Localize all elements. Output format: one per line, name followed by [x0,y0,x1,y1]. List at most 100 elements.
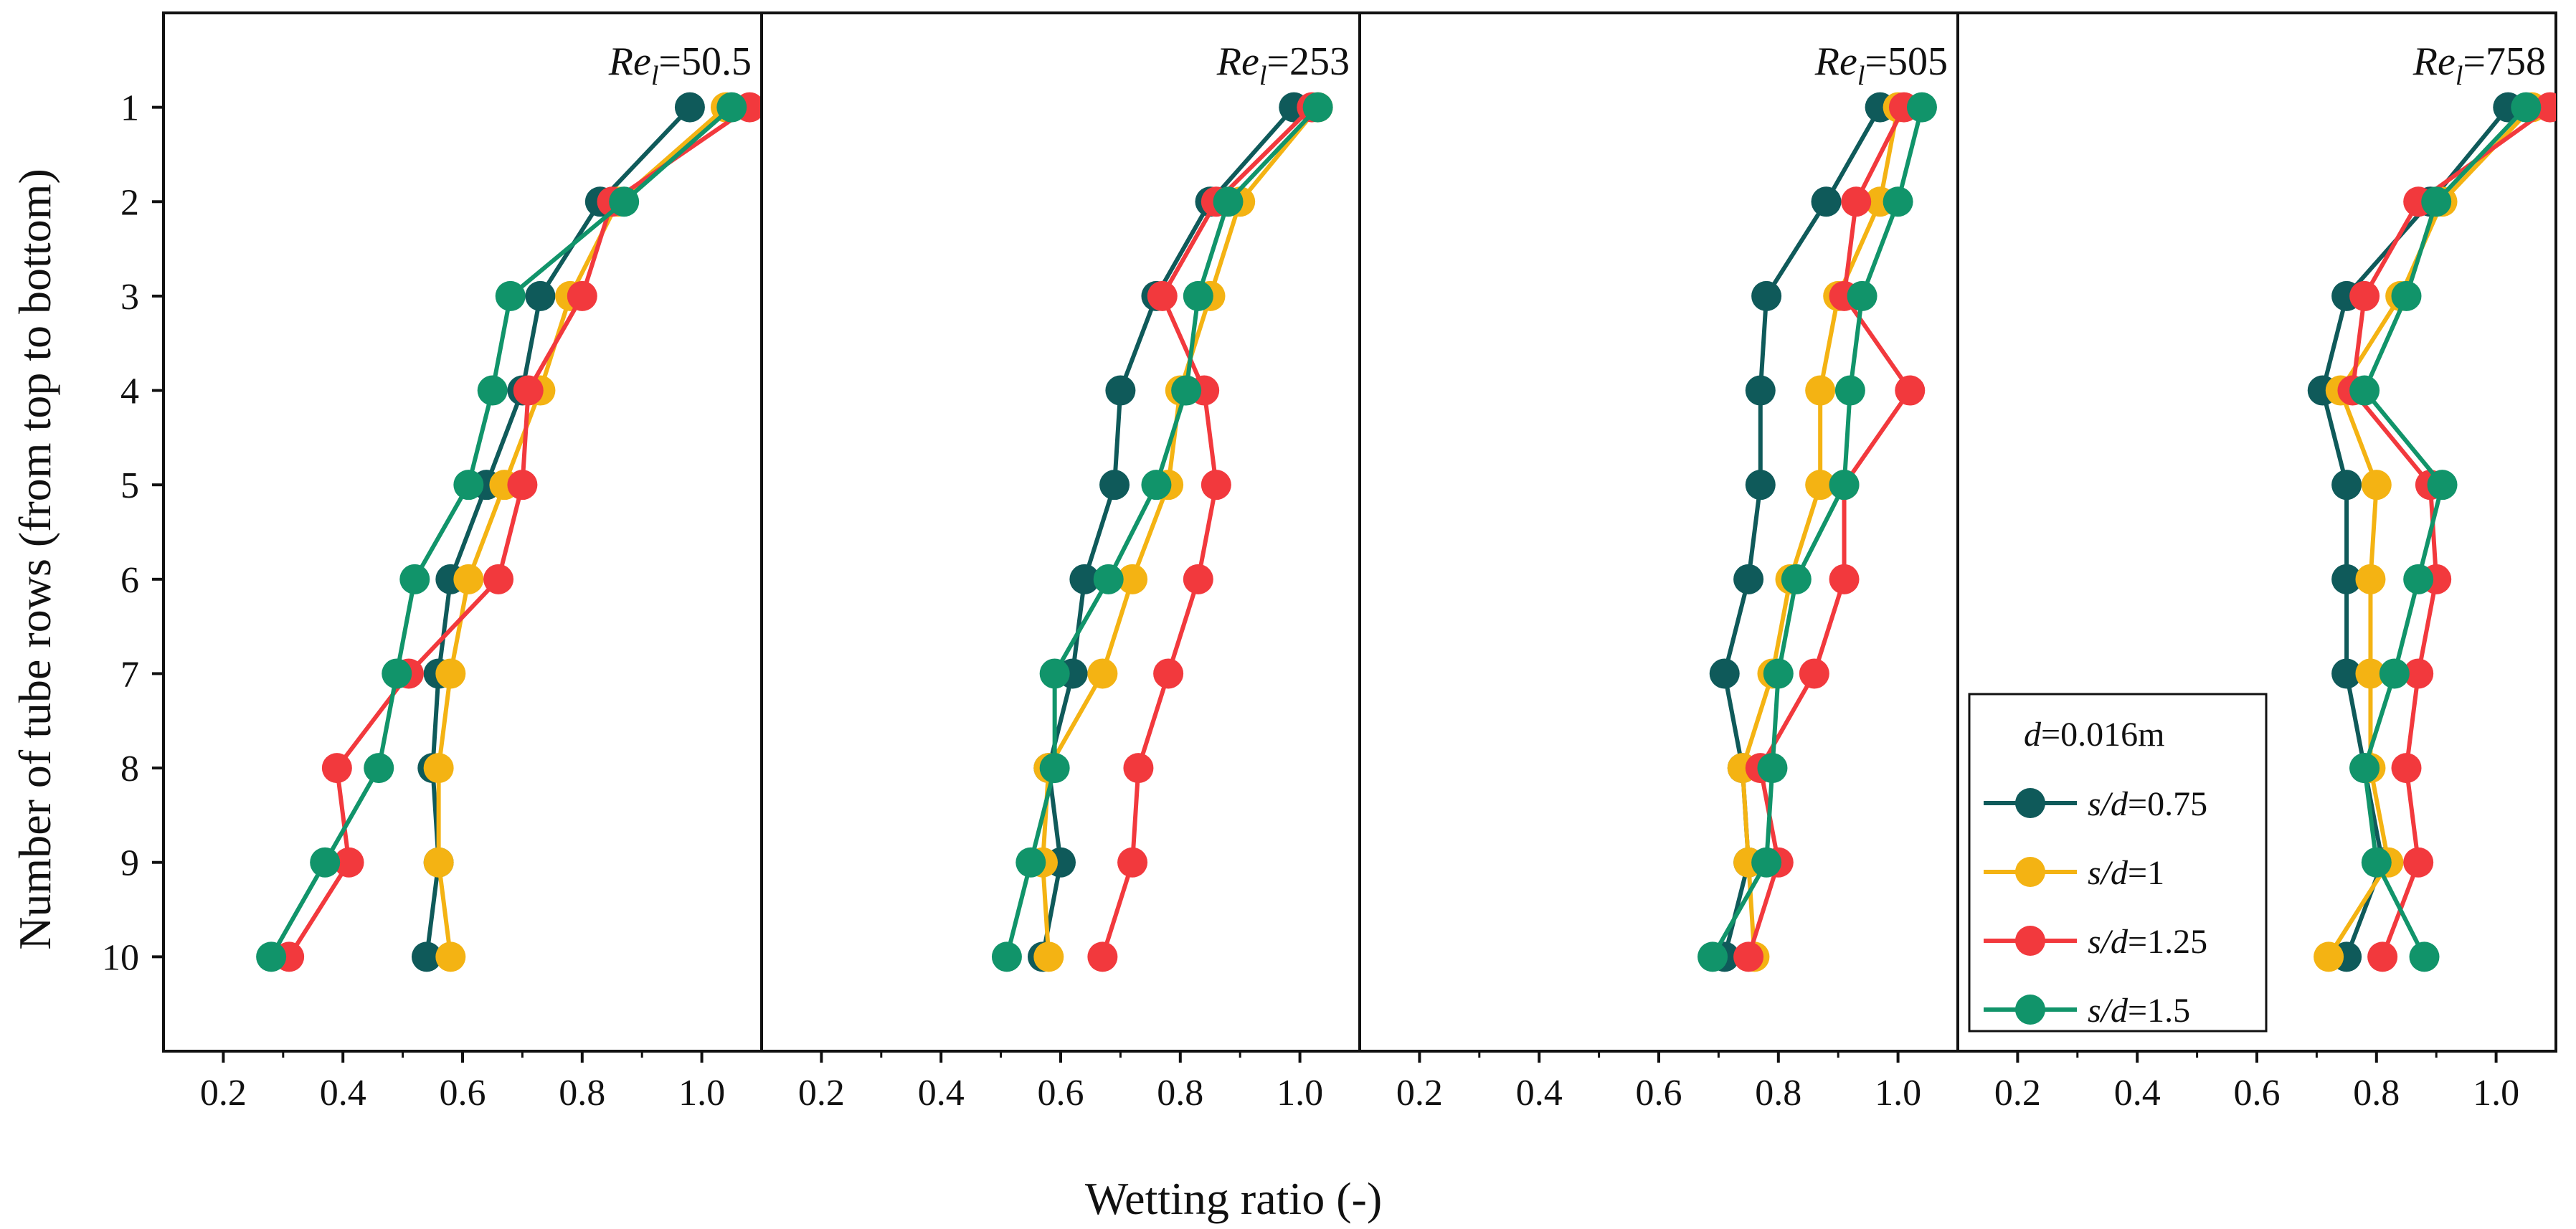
data-point [2349,280,2380,311]
data-point [310,847,341,878]
series-line [2350,105,2552,958]
data-point [2367,941,2398,972]
data-point [256,941,287,972]
data-point [2349,753,2380,784]
data-point [1763,658,1794,689]
series-group [2307,92,2556,972]
legend-label: s/d=0.75 [2088,785,2207,823]
data-point [1087,658,1118,689]
legend-label-value: =1 [2128,854,2164,892]
y-tick-label: 5 [120,465,139,506]
legend-label-var: s/d [2088,854,2128,892]
series-line [1041,105,1296,957]
data-point [2421,186,2452,217]
x-tick-label: 0.2 [1396,1073,1443,1114]
legend-label: s/d=1 [2088,854,2164,892]
series-line [1740,107,1900,957]
series-line [2320,105,2510,958]
series-line [436,105,727,957]
y-tick-label: 9 [120,843,139,884]
data-point [2331,658,2362,689]
data-point [495,280,526,311]
x-tick-label: 0.6 [1038,1073,1084,1114]
legend-title: d=0.016m [2024,716,2164,754]
data-point [1039,753,1070,784]
x-tick-label: 0.8 [559,1073,605,1114]
data-point [2379,658,2410,689]
data-point [2331,470,2362,500]
series-group [991,92,1333,972]
data-point [1811,186,1842,217]
data-point [333,847,364,878]
legend-marker [2015,926,2045,956]
x-tick-label: 0.6 [2234,1073,2281,1114]
data-point [1709,658,1740,689]
data-point [1153,658,1184,689]
legend-entry: s/d=0.75 [1984,785,2207,823]
data-point [1141,470,1172,500]
data-point [1123,753,1154,784]
panel-label: Rel=505 [1814,39,1948,91]
legend-label: s/d=1.5 [2088,992,2190,1030]
data-point [513,375,544,406]
legend-label: s/d=1.25 [2088,923,2207,961]
legend-marker [2015,788,2045,818]
legend-marker [2015,995,2045,1025]
panel-2: 0.2 0.4 0.6 0.8 1.0 Rel=253 [760,11,1361,1114]
series-group [1697,92,1937,972]
panel-3: 0.2 0.4 0.6 0.8 1.0 Rel=505 [1358,11,1959,1114]
data-point [364,753,394,784]
data-point [1201,470,1231,500]
series-line [1040,105,1320,957]
x-tick-label: 0.4 [320,1073,366,1114]
x-tick-label: 0.4 [918,1073,965,1114]
y-tick-label: 4 [120,371,139,412]
panel-4: 0.2 0.4 0.6 0.8 1.0 Rel=758 [1956,11,2557,1114]
y-tick-label: 10 [102,937,139,978]
data-point [1733,564,1764,594]
data-point [1087,941,1118,972]
data-point [567,280,597,311]
legend-entry: s/d=1.25 [1984,923,2207,961]
data-point [1805,375,1836,406]
data-point [483,564,514,594]
data-point [1841,186,1872,217]
data-point [2391,280,2422,311]
data-point [1213,186,1244,217]
data-point [1805,470,1836,500]
panel-label: Rel=758 [2412,39,2546,91]
series-line [269,105,734,958]
data-point [453,564,484,594]
data-point [2355,564,2386,594]
panel-frame [162,11,763,1053]
x-tick-label: 0.8 [2353,1073,2400,1114]
series-line [287,105,752,958]
panel-label-sub: l [651,61,659,91]
data-point [399,564,430,594]
panel-1: 0.2 0.4 0.6 0.8 1.0 1 2 3 4 5 6 7 8 9 10 Rel=50.5 [102,11,763,1114]
legend-entry: s/d=1.5 [1984,992,2190,1030]
data-point [2427,470,2458,500]
y-tick-label: 8 [120,749,139,789]
x-tick-label: 0.4 [1516,1073,1563,1114]
panel-frame [1358,11,1959,1053]
data-point [1015,847,1046,878]
data-point [2511,92,2542,123]
legend-label-var: s/d [2088,923,2128,961]
data-point [1745,375,1776,406]
data-point [1697,941,1728,972]
data-point [1105,375,1136,406]
x-tick-label: 1.0 [1875,1073,1921,1114]
data-point [1829,470,1860,500]
panel-label: Rel=253 [1216,39,1350,91]
panel-label-value: =50.5 [658,39,752,84]
y-tick-label: 7 [120,654,139,695]
panel-label-sub: l [1857,61,1865,91]
panel-label-sub: l [2456,61,2463,91]
legend-label-var: s/d [2088,785,2128,823]
data-point [1906,92,1937,123]
data-point [1099,470,1130,500]
legend-title-var: d [2024,716,2042,754]
